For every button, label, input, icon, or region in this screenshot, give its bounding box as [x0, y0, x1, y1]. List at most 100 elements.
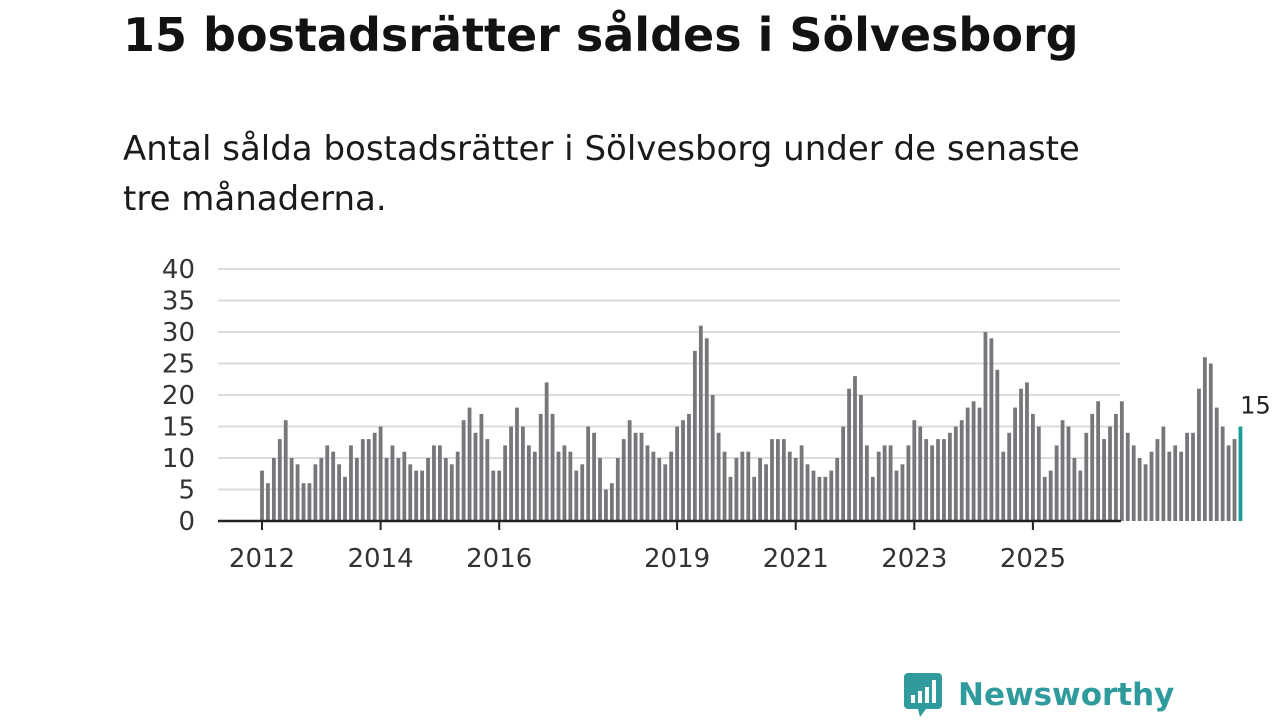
- bar: [1137, 458, 1142, 521]
- bar: [1072, 458, 1077, 521]
- bar: [1125, 432, 1130, 521]
- y-tick-label: 10: [162, 444, 195, 474]
- x-tick-label: 2025: [1000, 544, 1066, 574]
- bar: [971, 401, 976, 521]
- bar: [1025, 382, 1029, 521]
- y-tick-label: 35: [162, 287, 195, 317]
- bar: [277, 439, 282, 521]
- bar: [983, 332, 988, 521]
- bar: [366, 439, 371, 521]
- x-tick-label: 2019: [644, 544, 710, 574]
- y-tick-label: 5: [178, 476, 195, 506]
- bar: [734, 458, 739, 521]
- bar: [787, 451, 792, 521]
- bar: [538, 413, 543, 521]
- bar: [550, 413, 555, 521]
- bar: [432, 445, 436, 521]
- bar: [390, 445, 395, 521]
- bar: [698, 325, 703, 521]
- bar: [657, 458, 662, 521]
- bar: [864, 445, 869, 521]
- bar: [621, 439, 626, 521]
- bar: [710, 395, 715, 521]
- bar: [639, 432, 644, 521]
- bar: [817, 476, 822, 521]
- bar: [307, 483, 312, 521]
- bar: [847, 388, 851, 521]
- bar: [515, 407, 519, 521]
- bar: [776, 439, 780, 521]
- bar: [313, 464, 318, 521]
- bar: [876, 451, 881, 521]
- chart-annotations: 15: [1240, 392, 1271, 420]
- bar: [420, 470, 425, 521]
- bar: [556, 451, 561, 521]
- bar: [461, 420, 466, 521]
- bar: [799, 445, 804, 521]
- bar: [301, 483, 306, 521]
- bar: [669, 451, 674, 521]
- bar: [781, 439, 786, 521]
- bar: [1001, 451, 1006, 521]
- bar: [609, 483, 614, 521]
- bar: [1214, 407, 1219, 521]
- bar: [645, 445, 650, 521]
- bar: [615, 458, 620, 521]
- bar: [959, 420, 964, 521]
- bar: [1149, 451, 1154, 521]
- bar: [526, 445, 531, 521]
- bar: [509, 426, 513, 521]
- bar: [586, 426, 591, 521]
- bar: [319, 458, 324, 521]
- bar: [989, 338, 994, 521]
- bar: [426, 458, 430, 521]
- bar: [414, 470, 419, 521]
- bar: [687, 413, 691, 521]
- bar: [1119, 401, 1124, 521]
- bar: [485, 439, 490, 521]
- bar: [906, 445, 911, 521]
- bar: [752, 476, 757, 521]
- bar: [728, 476, 733, 521]
- bar: [1078, 470, 1083, 521]
- bar: [1155, 439, 1160, 521]
- bar: [1226, 445, 1231, 521]
- bar: [1007, 432, 1012, 521]
- brand-logo: Newsworthy: [902, 670, 1174, 720]
- bar: [859, 395, 863, 521]
- bar: [1066, 426, 1071, 521]
- bar: [331, 451, 336, 521]
- bar: [1054, 445, 1059, 521]
- bar: [532, 451, 537, 521]
- bar: [930, 445, 934, 521]
- bar: [1031, 413, 1035, 521]
- bar: [467, 407, 472, 521]
- bar: [491, 470, 496, 521]
- bar: [396, 458, 401, 521]
- y-tick-label: 15: [162, 413, 195, 443]
- x-tick-label: 2023: [881, 544, 947, 574]
- bar: [805, 464, 810, 521]
- bar: [870, 476, 875, 521]
- bar: [823, 476, 828, 521]
- bar: [841, 426, 846, 521]
- bar: [900, 464, 905, 521]
- bar: [1108, 426, 1112, 521]
- x-axis: [218, 519, 1121, 530]
- bar: [882, 445, 887, 521]
- bar: [580, 464, 585, 521]
- y-tick-label: 20: [162, 381, 195, 411]
- bar: [947, 432, 952, 521]
- bar: [1232, 439, 1237, 521]
- bar: [692, 350, 697, 521]
- bar: [924, 439, 929, 521]
- bar: [1131, 445, 1136, 521]
- page-title: 15 bostadsrätter såldes i Sölvesborg: [123, 8, 1079, 62]
- latest-value-label: 15: [1240, 392, 1271, 420]
- bar: [1060, 420, 1065, 521]
- bar: [592, 432, 596, 521]
- bar: [1191, 432, 1195, 521]
- bar: [1167, 451, 1172, 521]
- bar: [722, 451, 727, 521]
- x-tick-label: 2021: [763, 544, 829, 574]
